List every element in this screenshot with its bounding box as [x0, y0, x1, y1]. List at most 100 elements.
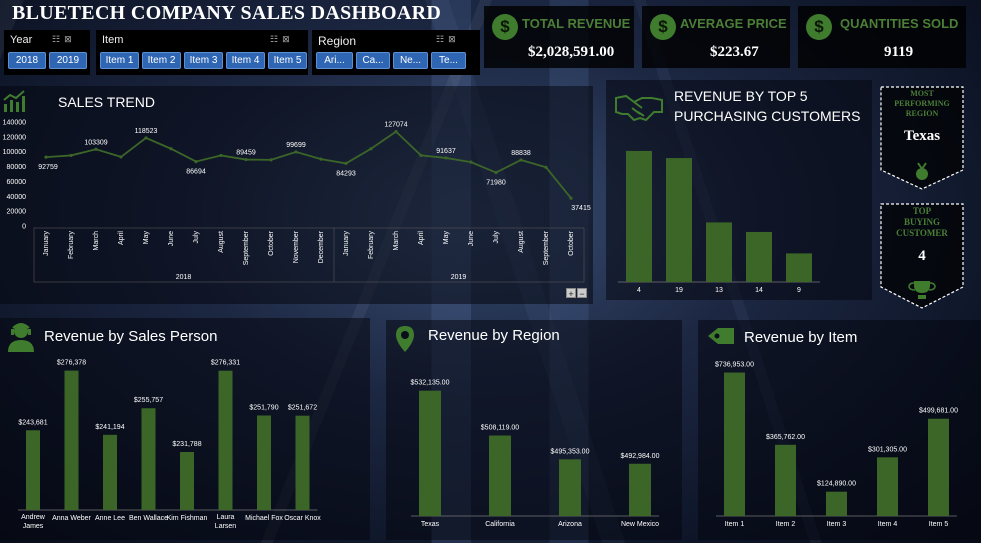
dollar-icon: $	[492, 14, 518, 40]
data-point	[44, 155, 48, 159]
data-point	[319, 157, 323, 161]
data-point	[269, 158, 273, 162]
data-label: $251,790	[249, 404, 278, 411]
item-option[interactable]: Item 5	[268, 52, 307, 69]
collapse-button[interactable]: −	[577, 288, 587, 299]
data-label: $241,194	[95, 424, 124, 431]
bar	[218, 370, 233, 510]
x-tick-label: March	[393, 231, 400, 251]
data-label: 84293	[336, 170, 356, 177]
item-chart: $736,953.00 Item 1 $365,762.00 Item 2 $124,8…	[715, 362, 958, 528]
x-tick-label: June	[468, 231, 475, 246]
clear-filter-icon[interactable]: ⊠	[64, 34, 76, 44]
year-slicer-options: 2018 2019	[8, 52, 87, 69]
multi-select-icon[interactable]: ☷	[52, 34, 65, 44]
item-option[interactable]: Item 2	[142, 52, 181, 69]
x-tick-label: May	[443, 231, 450, 245]
region-chart: $532,135.00 Texas $508,119.00 California $49…	[411, 380, 660, 528]
data-label: $532,135.00	[411, 380, 450, 387]
data-label: $276,331	[211, 360, 240, 367]
bar	[26, 430, 40, 510]
x-tick-label: July	[493, 231, 500, 244]
data-point	[119, 155, 123, 159]
data-point	[394, 130, 398, 134]
dashboard-title: BLUETECH COMPANY SALES DASHBOARD	[12, 2, 442, 24]
region-option[interactable]: Te...	[431, 52, 466, 69]
expand-button[interactable]: +	[566, 288, 576, 299]
data-label: $499,681.00	[919, 408, 958, 415]
data-label: 86694	[186, 169, 206, 176]
tag-icon	[708, 328, 734, 344]
region-option[interactable]: Ne...	[393, 52, 428, 69]
x-tick-label: July	[193, 231, 200, 244]
badge-customer-label: TOP BUYING CUSTOMER	[880, 206, 964, 239]
category-label: Texas	[421, 521, 440, 528]
bar	[629, 463, 651, 516]
data-label: $276,378	[57, 360, 86, 367]
y-tick-label: 0	[22, 224, 26, 231]
data-label: 103309	[84, 139, 107, 146]
multi-select-icon[interactable]: ☷	[270, 34, 283, 44]
category-label: Michael Fox	[245, 515, 283, 522]
data-label: 91637	[436, 148, 456, 155]
multi-select-icon[interactable]: ☷	[436, 34, 449, 44]
bar	[489, 435, 511, 516]
top-buying-customer-badge	[880, 203, 964, 309]
slicer-tools: ☷⊠	[436, 34, 460, 45]
data-label: 37415	[571, 205, 591, 212]
slicer-tools: ☷⊠	[52, 34, 76, 45]
data-point	[544, 165, 548, 169]
data-label: $736,953.00	[715, 362, 754, 369]
top-customers-title-line1: REVENUE BY TOP 5	[674, 88, 808, 104]
bar	[666, 158, 692, 282]
data-point	[569, 196, 573, 200]
category-label: 4	[637, 287, 641, 294]
bar	[746, 231, 772, 282]
data-label: $251,672	[288, 405, 317, 412]
badge-customer-line1: TOP	[912, 206, 932, 216]
x-tick-label: April	[418, 231, 425, 245]
data-label: $231,788	[172, 441, 201, 448]
x-tick-label: April	[118, 231, 125, 245]
kpi-quantities-sold: $ QUANTITIES SOLD 9119	[798, 6, 966, 68]
data-point	[344, 161, 348, 165]
item-option[interactable]: Item 3	[184, 52, 223, 69]
bar	[180, 451, 194, 510]
clear-filter-icon[interactable]: ⊠	[282, 34, 294, 44]
dollar-icon: $	[806, 14, 832, 40]
data-label: $495,353.00	[551, 448, 590, 455]
x-tick-label: January	[343, 231, 350, 256]
x-tick-label: February	[68, 231, 75, 260]
data-point	[494, 170, 498, 175]
bar	[419, 390, 441, 516]
bar	[559, 459, 581, 516]
axis-frame	[33, 227, 585, 283]
badge-region-line3: REGION	[905, 109, 939, 118]
category-label: 13	[715, 287, 723, 294]
badge-region-line2: PERFORMING	[894, 99, 950, 108]
region-option[interactable]: Ca...	[356, 52, 390, 69]
item-option[interactable]: Item 4	[226, 52, 265, 69]
badge-customer-line3: CUSTOMER	[896, 228, 948, 238]
year-slicer: Year ☷⊠ 2018 2019	[4, 30, 90, 75]
bar	[826, 491, 847, 516]
item-slicer-options: Item 1 Item 2 Item 3 Item 4 Item 5	[100, 52, 307, 69]
item-option[interactable]: Item 1	[100, 52, 139, 69]
kpi-label: QUANTITIES SOLD	[840, 16, 959, 31]
slicer-tools: ☷⊠	[270, 34, 294, 45]
clear-filter-icon[interactable]: ⊠	[448, 34, 460, 44]
dollar-icon: $	[650, 14, 676, 40]
kpi-label: AVERAGE PRICE	[680, 16, 787, 31]
year-option[interactable]: 2018	[8, 52, 46, 69]
category-label: Oscar Knox	[284, 515, 321, 522]
category-label: New Mexico	[621, 521, 659, 528]
y-tick-label: 60000	[7, 179, 27, 186]
data-point	[219, 153, 223, 158]
item-slicer-label: Item	[102, 34, 124, 46]
bar	[141, 408, 156, 510]
region-option[interactable]: Ari...	[316, 52, 353, 69]
data-point	[194, 159, 198, 164]
x-tick-label: October	[568, 230, 575, 256]
year-option[interactable]: 2019	[49, 52, 87, 69]
category-label: 9	[797, 287, 801, 294]
